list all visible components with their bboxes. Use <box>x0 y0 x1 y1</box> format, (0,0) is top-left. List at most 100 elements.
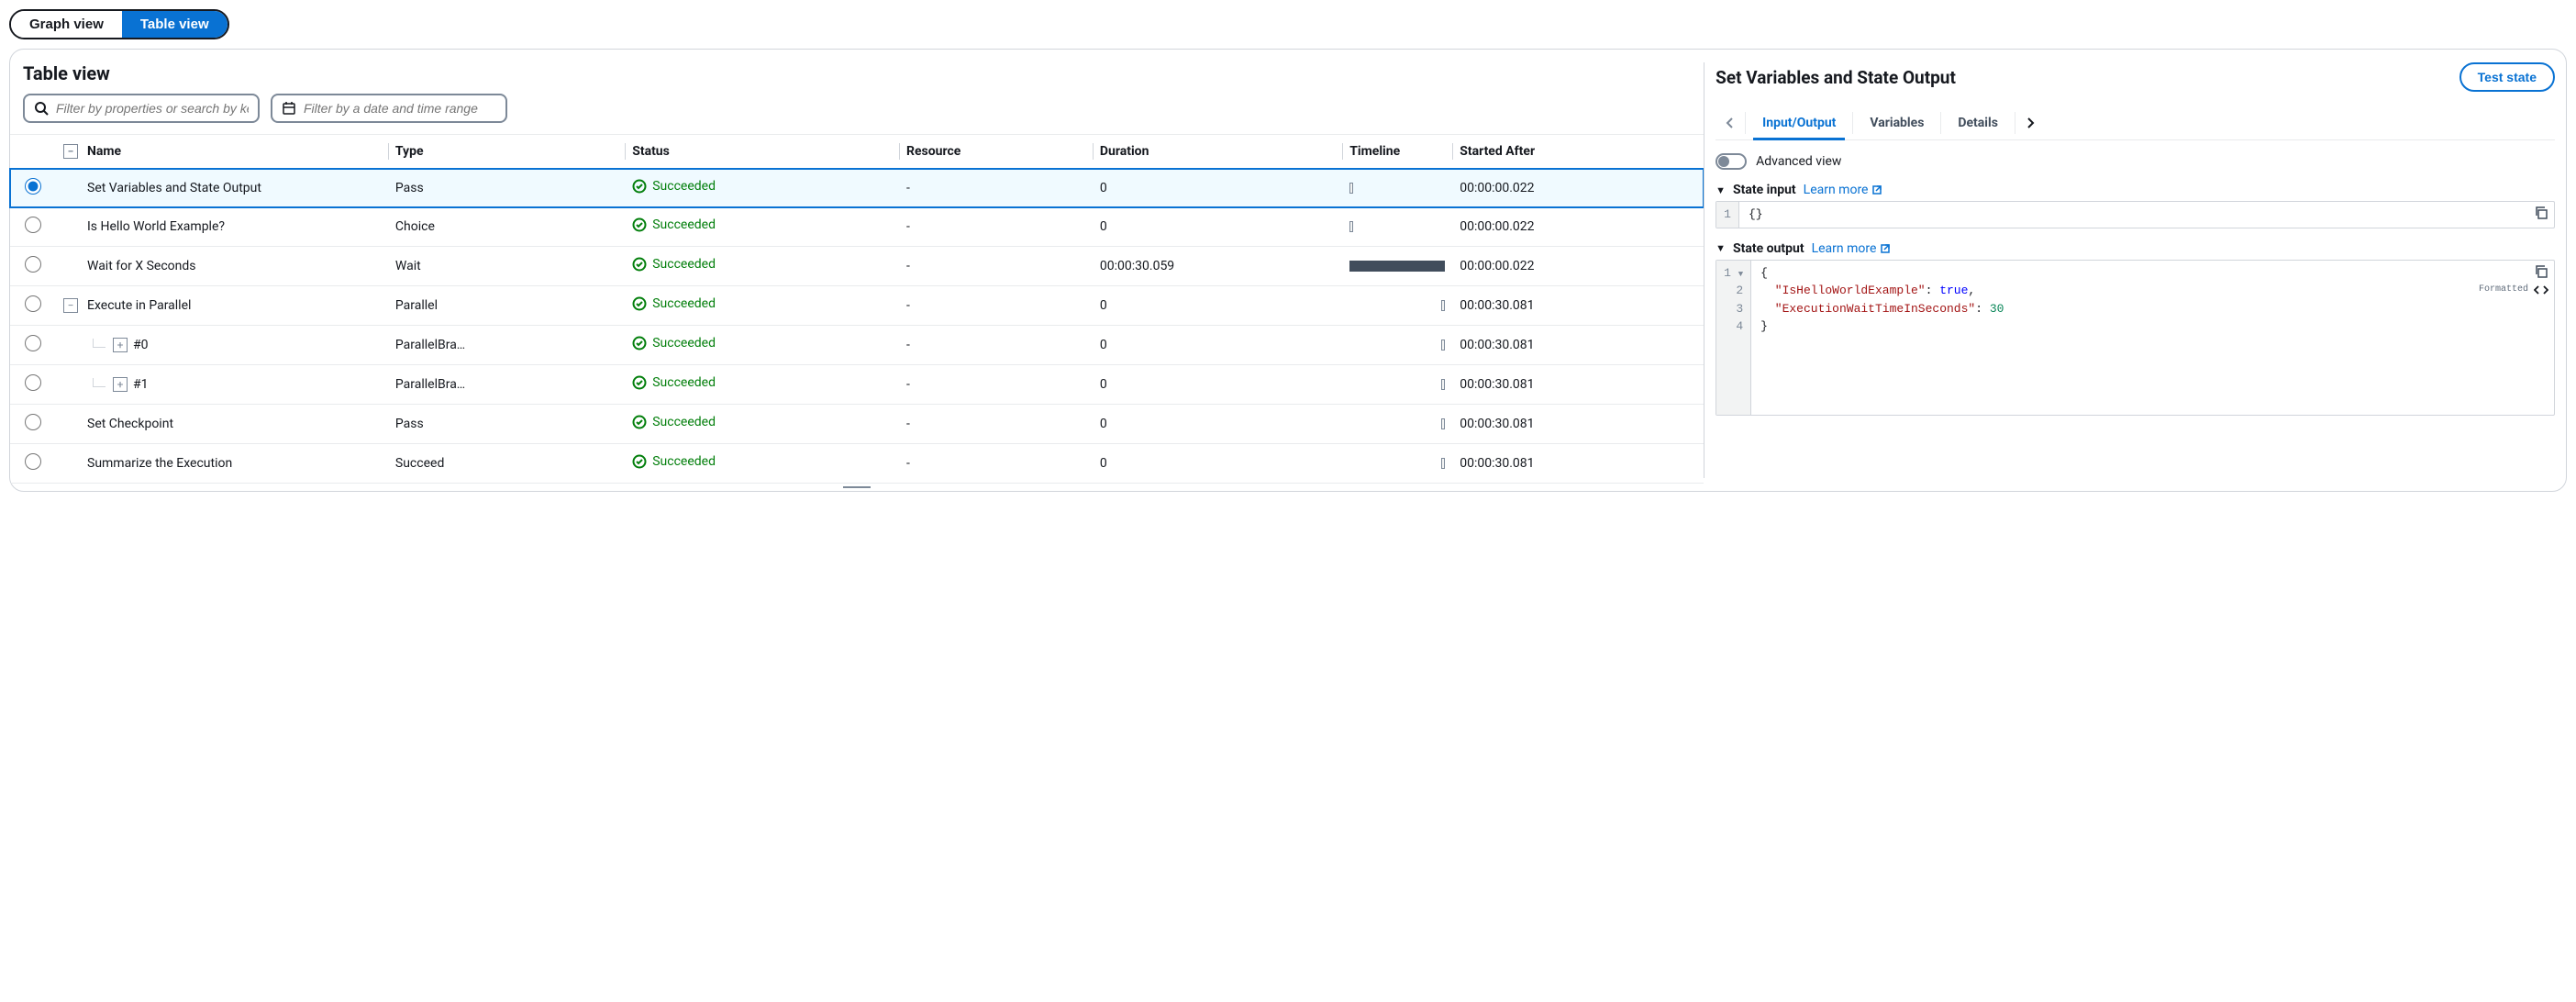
row-timeline <box>1349 418 1445 429</box>
graph-view-tab[interactable]: Graph view <box>11 11 122 38</box>
row-radio[interactable] <box>25 256 41 273</box>
row-expand-cell <box>56 326 80 365</box>
details-title: Set Variables and State Output <box>1715 67 1956 88</box>
row-duration: 0 <box>1093 444 1342 484</box>
row-resource: - <box>899 405 1093 444</box>
row-type: Parallel <box>388 286 625 326</box>
state-output-code: 1 ▼ 2 3 4 { "IsHelloWorldExample": true,… <box>1715 260 2555 416</box>
row-expand-cell <box>56 169 80 208</box>
row-radio[interactable] <box>25 217 41 233</box>
table-row[interactable]: Set Variables and State OutputPassSuccee… <box>10 169 1704 208</box>
tab-variables[interactable]: Variables <box>1853 106 1940 139</box>
col-type[interactable]: Type <box>388 135 625 169</box>
main-panel: Table view − <box>9 49 2567 492</box>
states-table: − Name Type Status Resource Duration Tim… <box>10 134 1704 484</box>
state-output-learn-more[interactable]: Learn more <box>1812 241 1892 256</box>
copy-state-output-icon[interactable] <box>2534 264 2548 279</box>
copy-state-input-icon[interactable] <box>2534 206 2548 220</box>
table-row[interactable]: −Execute in ParallelParallelSucceeded-00… <box>10 286 1704 326</box>
horizontal-resize-handle[interactable] <box>10 484 1704 491</box>
row-expand-cell <box>56 247 80 286</box>
state-input-content[interactable]: {} <box>1739 202 2554 228</box>
state-input-learn-more[interactable]: Learn more <box>1804 183 1883 197</box>
table-row[interactable]: Set CheckpointPassSucceeded-000:00:30.08… <box>10 405 1704 444</box>
row-radio[interactable] <box>25 178 41 195</box>
text-filter-input[interactable] <box>56 101 249 116</box>
row-started-after: 00:00:30.081 <box>1452 286 1704 326</box>
row-type: ParallelBra… <box>388 365 625 405</box>
row-started-after: 00:00:30.081 <box>1452 444 1704 484</box>
state-output-caret[interactable]: ▼ <box>1715 242 1726 254</box>
expand-icon[interactable]: + <box>113 377 128 392</box>
collapse-all-icon[interactable]: − <box>63 144 78 159</box>
state-input-caret[interactable]: ▼ <box>1715 184 1726 196</box>
tree-line <box>93 378 105 387</box>
state-output-title: State output <box>1733 241 1804 256</box>
calendar-icon <box>282 101 296 116</box>
row-radio[interactable] <box>25 335 41 351</box>
row-radio[interactable] <box>25 453 41 470</box>
row-duration: 0 <box>1093 365 1342 405</box>
row-timeline <box>1349 183 1445 194</box>
col-name[interactable]: Name <box>80 135 388 169</box>
tabs-scroll-right[interactable] <box>2015 110 2045 136</box>
row-resource: - <box>899 326 1093 365</box>
row-name: #0 <box>133 338 149 352</box>
code-format-icon[interactable] <box>2534 284 2548 295</box>
row-duration: 0 <box>1093 286 1342 326</box>
row-timeline <box>1349 300 1445 311</box>
advanced-view-label: Advanced view <box>1756 154 1841 169</box>
date-filter[interactable] <box>271 94 507 123</box>
col-duration[interactable]: Duration <box>1093 135 1342 169</box>
row-duration: 0 <box>1093 326 1342 365</box>
col-resource[interactable]: Resource <box>899 135 1093 169</box>
row-duration: 0 <box>1093 405 1342 444</box>
row-type: ParallelBra… <box>388 326 625 365</box>
tabs-scroll-left[interactable] <box>1715 110 1745 136</box>
row-duration: 00:00:30.059 <box>1093 247 1342 286</box>
table-row[interactable]: +#0ParallelBra…Succeeded-000:00:30.081 <box>10 326 1704 365</box>
row-expand-cell <box>56 444 80 484</box>
advanced-view-toggle[interactable] <box>1715 153 1747 170</box>
table-view-tab[interactable]: Table view <box>122 11 228 38</box>
row-timeline <box>1349 458 1445 469</box>
table-row[interactable]: Is Hello World Example?ChoiceSucceeded-0… <box>10 207 1704 247</box>
formatted-label: Formatted <box>2479 284 2528 295</box>
row-type: Choice <box>388 207 625 247</box>
table-row[interactable]: Wait for X SecondsWaitSucceeded-00:00:30… <box>10 247 1704 286</box>
table-row[interactable]: +#1ParallelBra…Succeeded-000:00:30.081 <box>10 365 1704 405</box>
row-started-after: 00:00:00.022 <box>1452 207 1704 247</box>
filters-row <box>10 94 1704 134</box>
row-type: Pass <box>388 169 625 208</box>
state-output-content[interactable]: { "IsHelloWorldExample": true, "Executio… <box>1751 261 2554 415</box>
row-status: Succeeded <box>632 217 716 232</box>
col-timeline[interactable]: Timeline <box>1342 135 1452 169</box>
col-status[interactable]: Status <box>625 135 899 169</box>
row-radio[interactable] <box>25 374 41 391</box>
row-expand-cell: − <box>56 286 80 326</box>
row-name: Set Variables and State Output <box>87 181 261 195</box>
expand-icon[interactable]: − <box>63 298 78 313</box>
row-type: Wait <box>388 247 625 286</box>
row-resource: - <box>899 444 1093 484</box>
row-resource: - <box>899 247 1093 286</box>
state-input-code: 1 {} <box>1715 201 2555 228</box>
col-expand: − <box>56 135 80 169</box>
view-toggle: Graph view Table view <box>9 9 229 39</box>
row-status: Succeeded <box>632 336 716 351</box>
date-filter-input[interactable] <box>304 101 496 116</box>
row-started-after: 00:00:00.022 <box>1452 247 1704 286</box>
details-panel: Set Variables and State Output Test stat… <box>1704 50 2566 491</box>
tab-details[interactable]: Details <box>1941 106 2015 139</box>
text-filter[interactable] <box>23 94 260 123</box>
test-state-button[interactable]: Test state <box>2459 62 2555 92</box>
state-input-title: State input <box>1733 183 1796 197</box>
row-status: Succeeded <box>632 454 716 469</box>
panel-title: Table view <box>10 62 1704 94</box>
tab-input-output[interactable]: Input/Output <box>1746 106 1852 139</box>
table-row[interactable]: Summarize the ExecutionSucceedSucceeded-… <box>10 444 1704 484</box>
row-radio[interactable] <box>25 414 41 430</box>
col-started-after[interactable]: Started After <box>1452 135 1704 169</box>
expand-icon[interactable]: + <box>113 338 128 352</box>
row-radio[interactable] <box>25 295 41 312</box>
